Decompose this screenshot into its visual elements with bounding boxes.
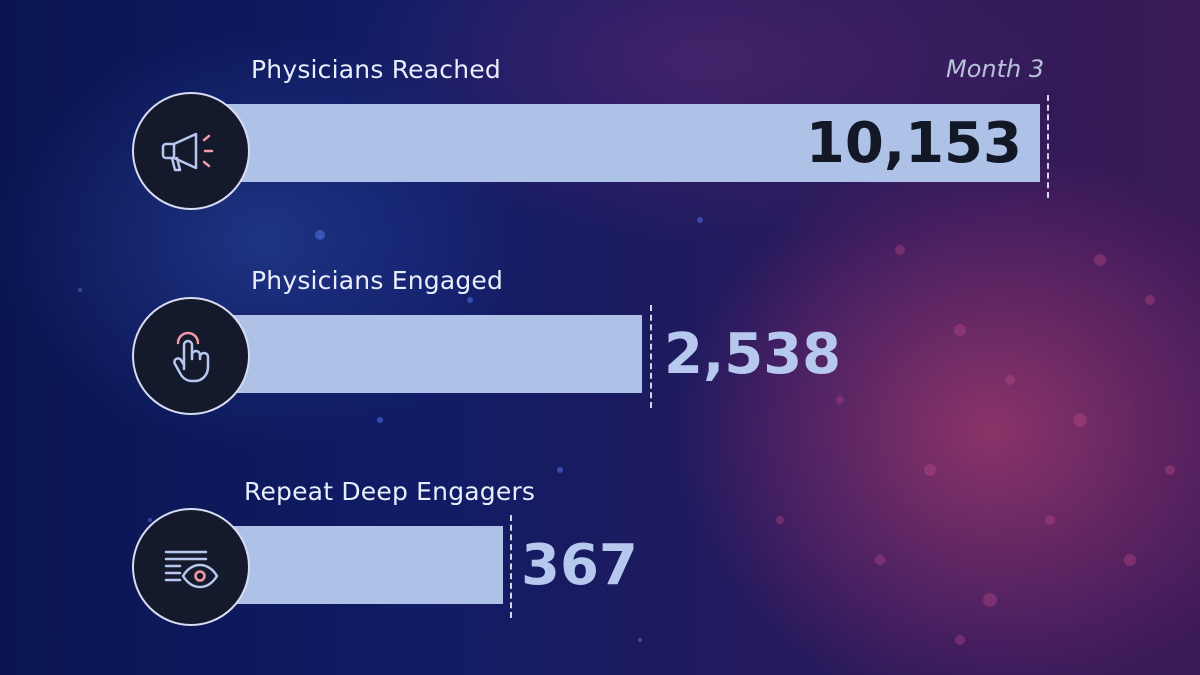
metric-label: Physicians Reached [251, 55, 501, 84]
metric-value: 2,538 [664, 322, 842, 387]
period-label: Month 3 [946, 55, 1045, 83]
metric-bar [190, 104, 1040, 182]
bar-end-divider [650, 305, 652, 408]
metric-icon-badge [132, 297, 250, 415]
metric-icon-badge [132, 92, 250, 210]
metric-label: Repeat Deep Engagers [244, 477, 536, 506]
bar-end-divider [510, 515, 512, 618]
metric-icon-badge [132, 508, 250, 626]
bar-end-divider [1047, 95, 1049, 198]
eye-document-icon [164, 550, 219, 589]
metric-value: 367 [521, 533, 638, 598]
megaphone-icon [161, 132, 214, 172]
metric-label: Physicians Engaged [251, 266, 504, 295]
metric-physicians-reached: Physicians Reached Month 3 10,153 [0, 0, 1200, 210]
metric-value: 10,153 [805, 111, 1022, 176]
metric-repeat-deep-engagers: Repeat Deep Engagers 367 [0, 0, 1200, 626]
hand-pointer-icon [173, 331, 210, 383]
metric-physicians-engaged: Physicians Engaged 2,538 [0, 0, 1200, 415]
metric-bar [190, 315, 642, 393]
